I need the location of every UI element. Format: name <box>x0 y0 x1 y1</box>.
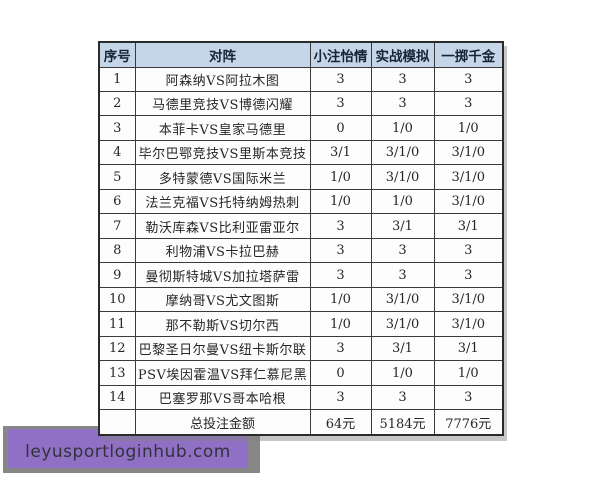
big-bet-cell: 1/0 <box>433 360 504 386</box>
sim-bet-cell: 3 <box>370 90 435 117</box>
col-header-matchup: 对阵 <box>134 41 311 68</box>
match-cell: 马德里竞技VS博德闪耀 <box>134 90 311 117</box>
sim-bet-cell: 3 <box>370 384 435 411</box>
small-bet-cell: 3 <box>309 335 372 362</box>
big-bet-cell: 3 <box>433 237 504 264</box>
row-index-cell: 13 <box>98 360 136 386</box>
small-bet-cell: 1/0 <box>309 286 372 313</box>
match-cell: 曼彻斯特城VS加拉塔萨雷 <box>134 262 311 288</box>
table-row: 8 利物浦VS卡拉巴赫 3 3 3 <box>98 237 504 264</box>
table-row: 10 摩纳哥VS尤文图斯 1/0 3/1/0 3/1/0 <box>98 286 504 313</box>
row-index-cell: 9 <box>98 262 136 288</box>
big-bet-cell: 3/1 <box>433 335 504 362</box>
small-bet-cell: 3 <box>309 384 372 411</box>
small-bet-cell: 1/0 <box>309 188 372 215</box>
col-header-index: 序号 <box>98 41 136 68</box>
header-row: 序号 对阵 小注怡情 实战模拟 一掷千金 <box>98 41 504 68</box>
row-index-cell: 4 <box>98 139 136 166</box>
sim-bet-cell: 3/1 <box>370 213 435 239</box>
sim-bet-cell: 3/1 <box>370 335 435 362</box>
small-bet-cell: 3/1 <box>309 139 372 166</box>
small-bet-cell: 3 <box>309 213 372 239</box>
total-label-cell: 总投注金额 <box>134 409 311 436</box>
table-row: 9 曼彻斯特城VS加拉塔萨雷 3 3 3 <box>98 262 504 288</box>
table-row: 11 那不勒斯VS切尔西 1/0 3/1/0 3/1/0 <box>98 311 504 337</box>
row-index-cell: 12 <box>98 335 136 362</box>
big-bet-cell: 1/0 <box>433 115 504 141</box>
match-cell: 巴塞罗那VS哥本哈根 <box>134 384 311 411</box>
sim-bet-cell: 3 <box>370 262 435 288</box>
total-small-bet-cell: 64元 <box>309 409 372 436</box>
watermark-text: leyusportloginhub.com <box>25 441 231 462</box>
col-header-small-bet: 小注怡情 <box>309 41 372 68</box>
big-bet-cell: 3 <box>433 262 504 288</box>
match-cell: 那不勒斯VS切尔西 <box>134 311 311 337</box>
big-bet-cell: 3 <box>433 66 504 92</box>
match-cell: 多特蒙德VS国际米兰 <box>134 164 311 190</box>
table-row: 6 法兰克福VS托特纳姆热刺 1/0 1/0 3/1/0 <box>98 188 504 215</box>
total-big-bet-cell: 7776元 <box>433 409 504 436</box>
row-index-cell: 6 <box>98 188 136 215</box>
betting-table: 序号 对阵 小注怡情 实战模拟 一掷千金 1 阿森纳VS阿拉木图 3 3 3 2 马德里竞… <box>98 41 504 436</box>
table-row: 1 阿森纳VS阿拉木图 3 3 3 <box>98 66 504 92</box>
big-bet-cell: 3/1/0 <box>433 188 504 215</box>
big-bet-cell: 3 <box>433 90 504 117</box>
sim-bet-cell: 3/1/0 <box>370 286 435 313</box>
sim-bet-cell: 1/0 <box>370 188 435 215</box>
match-cell: 阿森纳VS阿拉木图 <box>134 66 311 92</box>
small-bet-cell: 3 <box>309 66 372 92</box>
big-bet-cell: 3/1/0 <box>433 286 504 313</box>
sim-bet-cell: 3/1/0 <box>370 139 435 166</box>
col-header-big-bet: 一掷千金 <box>433 41 504 68</box>
match-cell: 毕尔巴鄂竞技VS里斯本竞技 <box>134 139 311 166</box>
big-bet-cell: 3/1/0 <box>433 164 504 190</box>
row-index-cell: 10 <box>98 286 136 313</box>
match-cell: 勒沃库森VS比利亚雷亚尔 <box>134 213 311 239</box>
table-row: 7 勒沃库森VS比利亚雷亚尔 3 3/1 3/1 <box>98 213 504 239</box>
row-index-cell: 1 <box>98 66 136 92</box>
table-row: 5 多特蒙德VS国际米兰 1/0 3/1/0 3/1/0 <box>98 164 504 190</box>
col-header-simulation: 实战模拟 <box>370 41 435 68</box>
table-row: 13 PSV埃因霍温VS拜仁慕尼黑 0 1/0 1/0 <box>98 360 504 386</box>
total-row-index-cell <box>98 409 136 436</box>
big-bet-cell: 3/1/0 <box>433 139 504 166</box>
small-bet-cell: 1/0 <box>309 164 372 190</box>
table-row: 3 本菲卡VS皇家马德里 0 1/0 1/0 <box>98 115 504 141</box>
match-cell: 摩纳哥VS尤文图斯 <box>134 286 311 313</box>
match-cell: 法兰克福VS托特纳姆热刺 <box>134 188 311 215</box>
row-index-cell: 2 <box>98 90 136 117</box>
row-index-cell: 14 <box>98 384 136 411</box>
sim-bet-cell: 1/0 <box>370 115 435 141</box>
match-cell: 巴黎圣日尔曼VS纽卡斯尔联 <box>134 335 311 362</box>
sim-bet-cell: 3/1/0 <box>370 311 435 337</box>
sim-bet-cell: 3 <box>370 66 435 92</box>
total-sim-bet-cell: 5184元 <box>370 409 435 436</box>
match-cell: PSV埃因霍温VS拜仁慕尼黑 <box>134 360 311 386</box>
match-cell: 利物浦VS卡拉巴赫 <box>134 237 311 264</box>
row-index-cell: 11 <box>98 311 136 337</box>
small-bet-cell: 3 <box>309 262 372 288</box>
big-bet-cell: 3/1/0 <box>433 311 504 337</box>
table-row: 2 马德里竞技VS博德闪耀 3 3 3 <box>98 90 504 117</box>
small-bet-cell: 3 <box>309 237 372 264</box>
row-index-cell: 5 <box>98 164 136 190</box>
sim-bet-cell: 1/0 <box>370 360 435 386</box>
row-index-cell: 3 <box>98 115 136 141</box>
row-index-cell: 7 <box>98 213 136 239</box>
sim-bet-cell: 3/1/0 <box>370 164 435 190</box>
table-row: 12 巴黎圣日尔曼VS纽卡斯尔联 3 3/1 3/1 <box>98 335 504 362</box>
table-row: 14 巴塞罗那VS哥本哈根 3 3 3 <box>98 384 504 411</box>
big-bet-cell: 3 <box>433 384 504 411</box>
match-cell: 本菲卡VS皇家马德里 <box>134 115 311 141</box>
sim-bet-cell: 3 <box>370 237 435 264</box>
total-row: 总投注金额 64元 5184元 7776元 <box>98 409 504 436</box>
big-bet-cell: 3/1 <box>433 213 504 239</box>
small-bet-cell: 3 <box>309 90 372 117</box>
small-bet-cell: 1/0 <box>309 311 372 337</box>
table-row: 4 毕尔巴鄂竞技VS里斯本竞技 3/1 3/1/0 3/1/0 <box>98 139 504 166</box>
row-index-cell: 8 <box>98 237 136 264</box>
small-bet-cell: 0 <box>309 115 372 141</box>
small-bet-cell: 0 <box>309 360 372 386</box>
